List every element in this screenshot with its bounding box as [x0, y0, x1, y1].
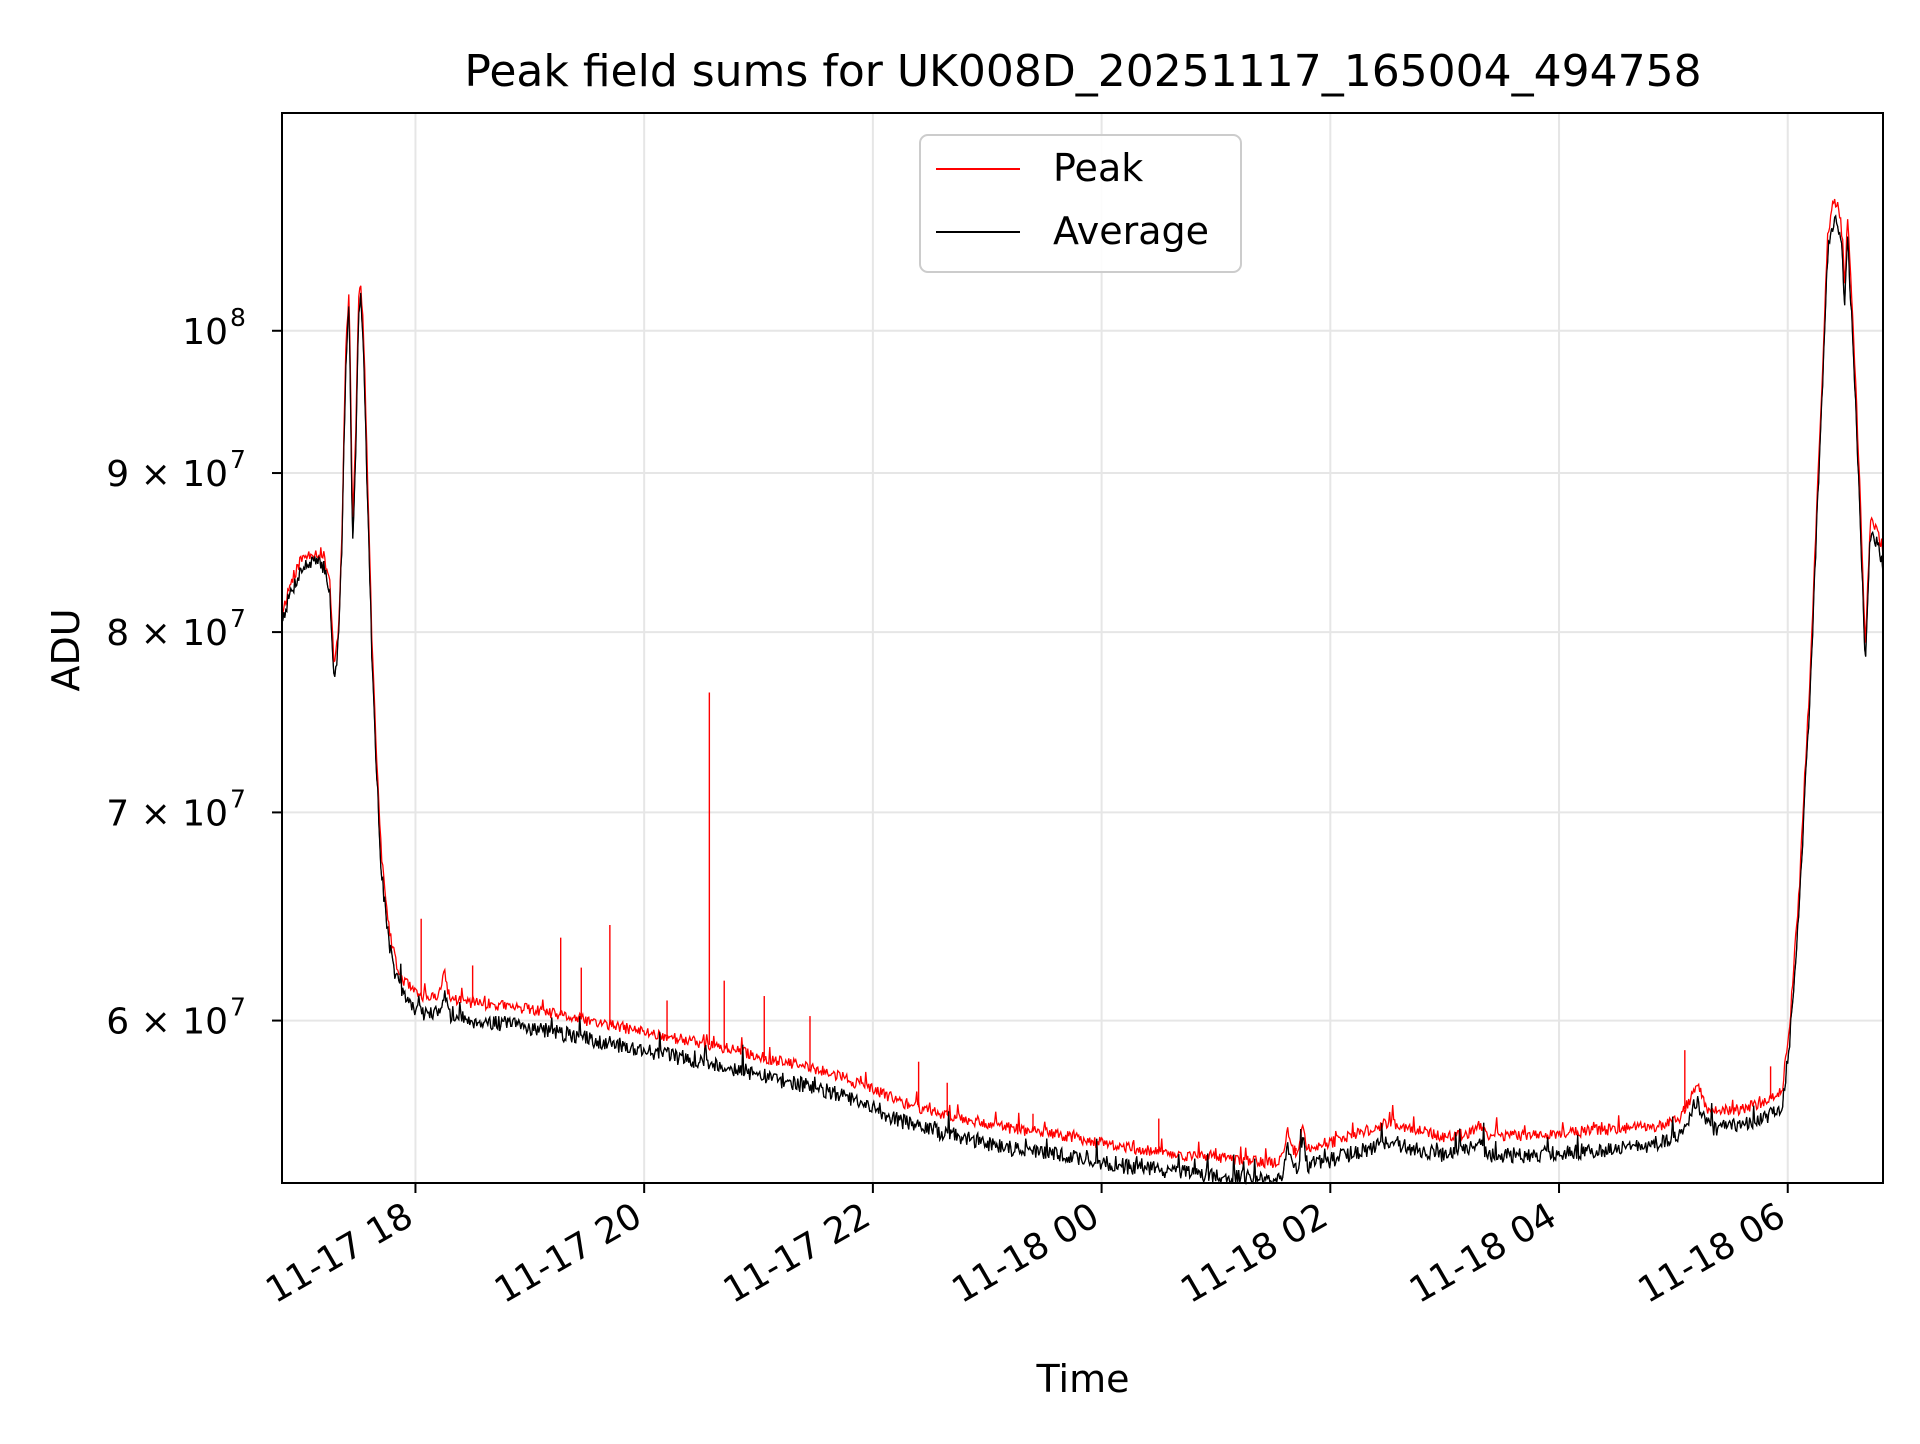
legend: Peak Average [919, 134, 1242, 273]
y-tick-label: 9 × 10 [106, 454, 228, 495]
series-line-peak [282, 198, 1884, 1170]
y-tick-exponent: 7 [230, 784, 246, 813]
series-line-average-overlay [282, 214, 1884, 1185]
y-tick-label: 7 × 10 [106, 793, 228, 834]
y-tick-exponent: 7 [230, 604, 246, 633]
data-layer [282, 198, 1884, 1185]
y-tick-exponent: 8 [230, 303, 246, 332]
legend-peak-label: Peak [1053, 146, 1143, 190]
y-tick-label: 10 [182, 312, 228, 353]
chart-title: Peak field sums for UK008D_20251117_1650… [464, 46, 1701, 97]
y-tick-label: 6 × 10 [106, 1002, 228, 1043]
legend-average-label: Average [1053, 209, 1209, 253]
y-tick-exponent: 7 [230, 445, 246, 474]
grid-layer [282, 113, 1883, 1183]
plot-frame [281, 112, 1884, 1184]
x-axis-label: Time [1036, 1357, 1130, 1401]
y-tick-exponent: 7 [230, 993, 246, 1022]
y-tick-label: 8 × 10 [106, 613, 228, 654]
y-axis-label: ADU [44, 608, 88, 691]
